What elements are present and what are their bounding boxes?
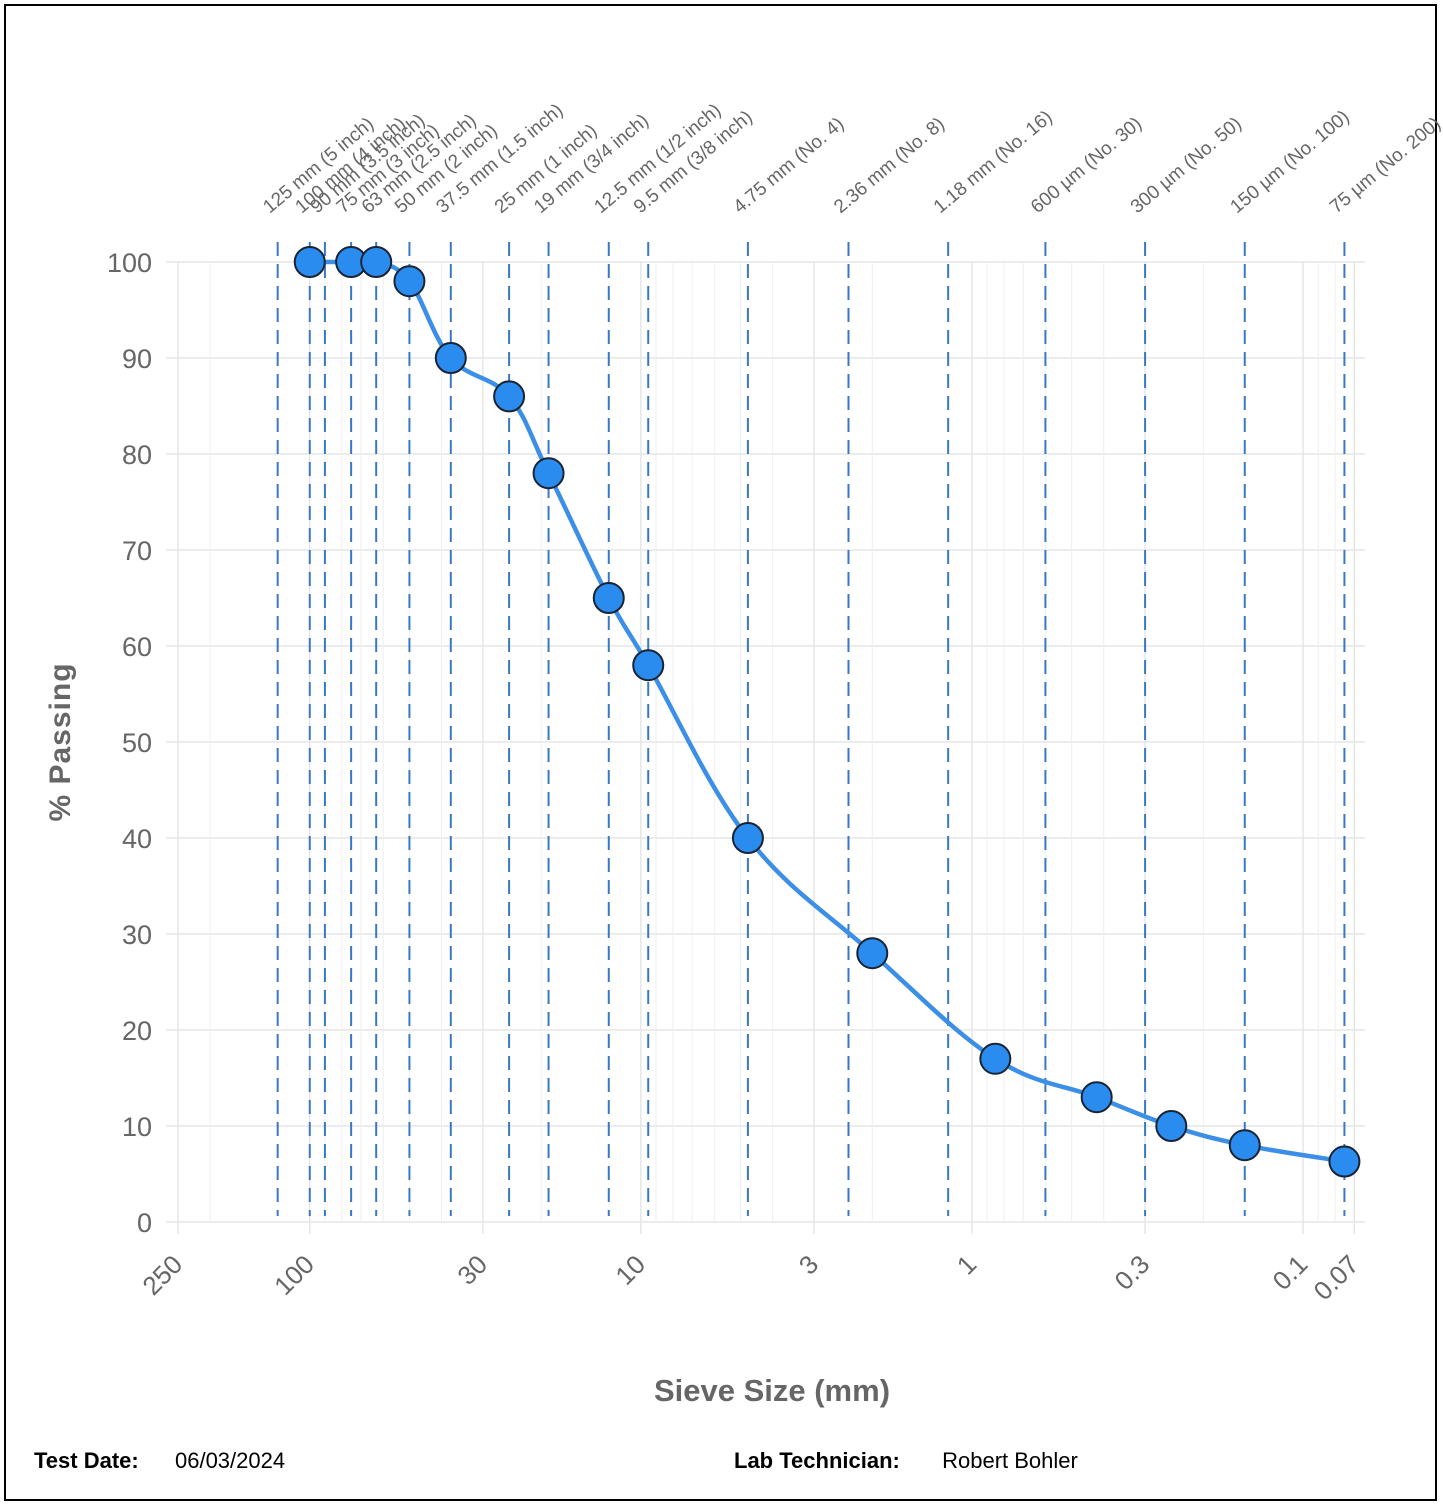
data-point	[1155, 1110, 1188, 1142]
lab-technician-label: Lab Technician:	[734, 1448, 900, 1473]
y-tick-label: 40	[122, 824, 152, 854]
data-point	[1228, 1129, 1261, 1162]
x-tick-label: 0.1	[1267, 1249, 1314, 1296]
x-tick-label: 1	[951, 1249, 982, 1280]
x-tick-label: 0.07	[1308, 1249, 1365, 1306]
data-point	[1328, 1145, 1361, 1178]
data-point	[434, 342, 467, 374]
x-tick-label: 3	[793, 1249, 824, 1280]
test-date-label: Test Date:	[34, 1448, 139, 1473]
x-tick-label: 10	[609, 1249, 651, 1291]
x-tick-label: 30	[451, 1249, 493, 1291]
y-tick-label: 10	[122, 1112, 152, 1142]
y-tick-label: 80	[122, 440, 152, 470]
gradation-chart: 0 10 20 30 40 50 60 70 80 90 100 250 100 30 10 3 1 0.3 0.1…	[44, 100, 1443, 1408]
grid-layer	[166, 261, 1365, 1234]
data-point	[632, 649, 665, 682]
data-point	[493, 380, 526, 413]
data-point	[856, 937, 889, 970]
y-tick-label: 60	[122, 632, 152, 662]
data-point	[360, 246, 393, 278]
lab-technician-value: Robert Bohler	[942, 1448, 1078, 1473]
x-tick-label: 250	[136, 1249, 188, 1301]
y-tick-label: 100	[107, 248, 152, 278]
y-tick-label: 70	[122, 536, 152, 566]
y-tick-label: 50	[122, 728, 152, 758]
test-date-value: 06/03/2024	[174, 1448, 286, 1473]
report-frame	[4, 4, 1437, 1501]
y-tick-label: 90	[122, 344, 152, 374]
data-point	[731, 822, 764, 854]
test-date: Test Date: 06/03/2024	[34, 1448, 285, 1474]
data-point	[592, 582, 625, 614]
series-line	[309, 258, 1345, 1164]
x-tick-label: 100	[268, 1249, 320, 1301]
y-tick-label: 30	[122, 920, 152, 950]
data-point	[293, 246, 326, 278]
data-point	[979, 1042, 1012, 1075]
x-axis-title: Sieve Size (mm)	[654, 1373, 890, 1408]
lab-technician: Lab Technician: Robert Bohler	[734, 1448, 1078, 1474]
sieve-lines	[276, 242, 1346, 1216]
x-tick-label: 0.3	[1109, 1249, 1156, 1296]
data-point	[393, 265, 426, 298]
data-point	[1080, 1081, 1113, 1114]
y-tick-label: 0	[137, 1208, 152, 1238]
axes: 0 10 20 30 40 50 60 70 80 90 100 250 100 30 10 3 1 0.3 0.1…	[107, 100, 1443, 1306]
y-axis-title: % Passing	[44, 662, 77, 821]
data-series	[293, 246, 1361, 1178]
y-tick-label: 20	[122, 1016, 152, 1046]
data-point	[532, 457, 565, 490]
